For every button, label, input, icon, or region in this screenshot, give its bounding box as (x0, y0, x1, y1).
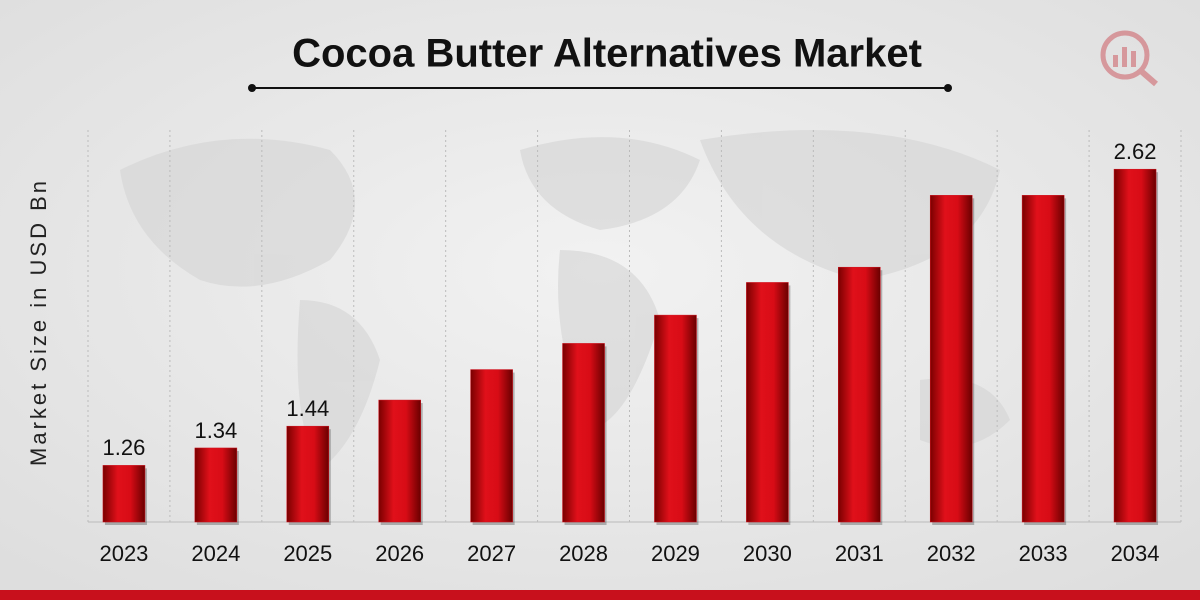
y-axis-label: Market Size in USD Bn (26, 178, 51, 466)
data-label: 1.34 (194, 418, 237, 443)
title-underline-dot (248, 84, 256, 92)
logo (1100, 30, 1158, 87)
bar (838, 266, 881, 523)
bar (470, 369, 513, 523)
data-label: 1.44 (286, 396, 329, 421)
bar (194, 447, 238, 523)
x-tick-label: 2030 (743, 541, 792, 566)
x-tick-label: 2028 (559, 541, 608, 566)
x-tick-label: 2031 (835, 541, 884, 566)
x-tick-label: 2023 (99, 541, 148, 566)
bar (929, 195, 973, 523)
title-underline-dot (944, 84, 952, 92)
bar (1113, 168, 1157, 523)
footer-bar (0, 590, 1200, 600)
data-label: 2.62 (1114, 139, 1157, 164)
bar (562, 343, 605, 523)
bar (746, 282, 789, 523)
x-tick-label: 2033 (1019, 541, 1068, 566)
bar (1021, 195, 1065, 523)
x-tick-label: 2027 (467, 541, 516, 566)
bar (286, 425, 330, 523)
bar (378, 399, 421, 523)
x-tick-label: 2025 (283, 541, 332, 566)
data-label: 1.26 (103, 435, 146, 460)
x-tick-label: 2026 (375, 541, 424, 566)
bar (102, 465, 146, 523)
x-tick-label: 2032 (927, 541, 976, 566)
x-tick-label: 2024 (191, 541, 240, 566)
x-tick-label: 2029 (651, 541, 700, 566)
x-tick-label: 2034 (1111, 541, 1160, 566)
chart-title: Cocoa Butter Alternatives Market (292, 32, 922, 76)
bar (654, 314, 697, 523)
